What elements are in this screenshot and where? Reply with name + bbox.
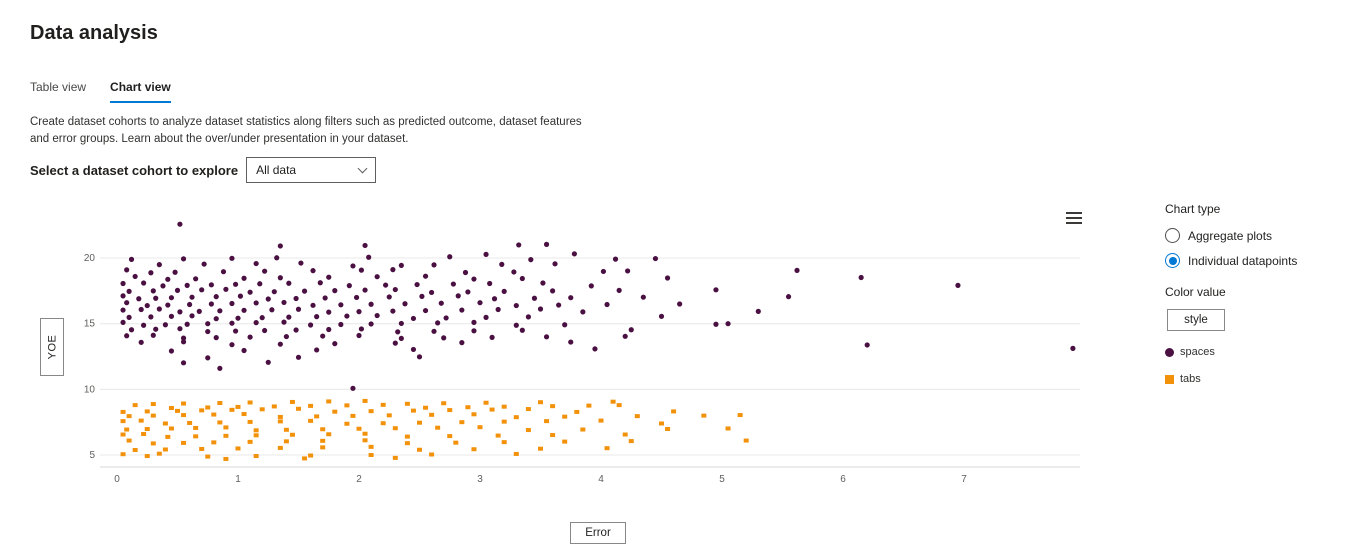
radio-label: Aggregate plots [1188,228,1273,243]
description-text: Create dataset cohorts to analyze datase… [30,116,582,145]
svg-text:3: 3 [477,474,483,485]
x-axis-label-button[interactable]: Error [570,522,626,544]
svg-text:10: 10 [84,384,96,395]
svg-text:2: 2 [356,474,362,485]
svg-text:7: 7 [961,474,967,485]
svg-text:6: 6 [840,474,846,485]
page-title: Data analysis [30,22,158,44]
tab-bar: Table view Chart view [30,80,171,103]
radio-icon [1165,228,1180,243]
radio-icon [1165,253,1180,268]
svg-text:4: 4 [598,474,604,485]
svg-text:5: 5 [719,474,725,485]
cohort-dropdown-value: All data [256,163,297,177]
svg-text:20: 20 [84,253,96,264]
legend-swatch-tabs-icon [1165,374,1174,384]
radio-label: Individual datapoints [1188,253,1298,268]
scatter-chart[interactable]: 5 10 15 20 0 1 2 3 4 5 6 7 [80,195,1080,495]
legend-item-spaces: spaces [1165,346,1350,358]
y-axis-label: YOE [46,334,59,360]
color-value-label: Color value [1165,285,1226,299]
legend-item-tabs: tabs [1165,373,1350,385]
chevron-down-icon [357,163,368,173]
chart-type-label: Chart type [1165,202,1221,216]
radio-individual-datapoints[interactable]: Individual datapoints [1165,253,1350,268]
legend-swatch-spaces-icon [1165,347,1174,357]
cohort-selector-label: Select a dataset cohort to explore [30,162,239,178]
legend-label: spaces [1180,346,1215,358]
cohort-selector-row: Select a dataset cohort to explore All d… [30,157,377,183]
legend-label: tabs [1180,373,1201,385]
svg-text:5: 5 [89,450,95,461]
svg-text:0: 0 [114,474,120,485]
tab-table-view[interactable]: Table view [30,80,87,94]
svg-text:15: 15 [84,319,96,330]
style-button[interactable]: style [1167,309,1225,331]
cohort-dropdown[interactable]: All data [246,157,377,183]
tab-chart-view[interactable]: Chart view [110,80,171,103]
svg-text:1: 1 [235,474,241,485]
chart-menu-icon[interactable] [1066,212,1082,227]
y-axis-label-button[interactable]: YOE [40,318,64,376]
chart-settings-panel: Chart type Aggregate plots Individual da… [1165,202,1350,385]
radio-aggregate-plots[interactable]: Aggregate plots [1165,228,1350,243]
